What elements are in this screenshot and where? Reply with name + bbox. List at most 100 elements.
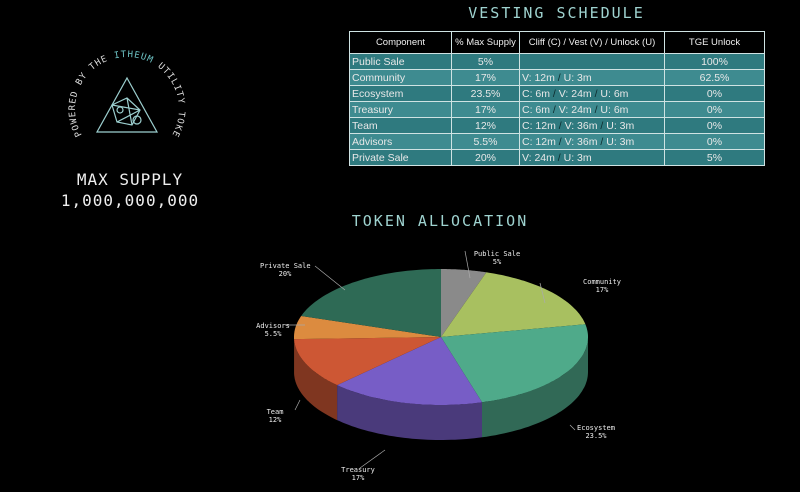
pie-slice-ecosystem	[441, 324, 588, 403]
table-row: Team 12% C: 12m / V: 36m / U: 3m 0%	[349, 117, 765, 134]
separator: /	[554, 71, 564, 84]
pie-label-name: Public Sale	[473, 250, 521, 258]
schedule-part: C: 6m	[522, 87, 551, 100]
cell-schedule: V: 24m / U: 3m	[519, 149, 665, 166]
triangle-network-icon	[95, 76, 159, 133]
schedule-part: V: 24m	[522, 151, 555, 164]
schedule-part: C: 6m	[522, 103, 551, 116]
leader-line	[569, 424, 576, 431]
leader-line	[294, 399, 301, 411]
schedule-part: V: 36m	[564, 135, 598, 148]
pie-label-name: Ecosystem	[577, 424, 615, 432]
schedule-part: C: 12m	[522, 119, 556, 132]
cell-tge: 5%	[664, 149, 765, 166]
cell-pct: 20%	[451, 149, 520, 166]
header-pct: % Max Supply	[451, 31, 520, 54]
pie-slice-side-treasury	[337, 385, 482, 440]
cell-component: Private Sale	[349, 149, 452, 166]
pie-label-value: 17%	[595, 286, 609, 294]
header-tge: TGE Unlock	[664, 31, 765, 54]
cell-schedule: C: 6m / V: 24m / U: 6m	[519, 101, 665, 118]
pie-slice-private-sale	[301, 269, 441, 337]
cell-pct: 12%	[451, 117, 520, 134]
cell-schedule: V: 12m / U: 3m	[519, 69, 665, 86]
pie-label-value: 17%	[351, 474, 365, 482]
pie-slice-advisors	[294, 316, 441, 340]
separator: /	[597, 135, 607, 148]
table-header-row: Component % Max Supply Cliff (C) / Vest …	[349, 31, 765, 54]
vesting-schedule-title: VESTING SCHEDULE	[468, 4, 645, 22]
pie-label-name: Team	[266, 408, 284, 416]
cell-tge: 0%	[664, 85, 765, 102]
pie-label-value: 23.5%	[585, 432, 607, 440]
token-allocation-title: TOKEN ALLOCATION	[351, 212, 529, 230]
schedule-part: C: 12m	[522, 135, 556, 148]
cell-tge: 100%	[664, 53, 765, 70]
separator: /	[554, 151, 564, 164]
separator: /	[550, 103, 559, 116]
max-supply-value: 1,000,000,000	[60, 191, 200, 210]
pie-slice-treasury	[337, 337, 482, 405]
pie-label-name: Community	[583, 278, 621, 286]
pie-slice-public-sale	[441, 269, 487, 337]
cell-component: Team	[349, 117, 452, 134]
separator: /	[597, 119, 607, 132]
schedule-part: U: 3m	[606, 135, 635, 148]
schedule-part: V: 12m	[522, 71, 555, 84]
cell-component: Advisors	[349, 133, 452, 150]
max-supply-label: MAX SUPPLY	[76, 170, 184, 189]
cell-tge: 62.5%	[664, 69, 765, 86]
pie-slice-community	[441, 272, 586, 337]
separator: /	[591, 87, 601, 100]
pie-label-name: Treasury	[341, 466, 375, 474]
leader-line	[314, 265, 346, 291]
cell-schedule: C: 12m / V: 36m / U: 3m	[519, 133, 665, 150]
pie-slice-team	[294, 337, 441, 386]
pie-slice-side-team	[294, 339, 338, 421]
separator: /	[550, 87, 559, 100]
pie-label: Public Sale 5%	[472, 250, 522, 266]
cell-component: Public Sale	[349, 53, 452, 70]
leader-line	[359, 449, 386, 469]
pie-label: Advisors 5.5%	[248, 322, 298, 338]
pie-slice-side-ecosystem	[482, 337, 588, 438]
cell-component: Treasury	[349, 101, 452, 118]
pie-label: Treasury 17%	[333, 466, 383, 482]
vesting-table: Component % Max Supply Cliff (C) / Vest …	[349, 31, 765, 166]
schedule-part: U: 3m	[563, 151, 592, 164]
cell-schedule: C: 12m / V: 36m / U: 3m	[519, 117, 665, 134]
schedule-part: V: 36m	[564, 119, 598, 132]
itheum-logo: POWERED BY THE ITHEUM UTILITY TOKEN	[62, 40, 185, 139]
table-row: Advisors 5.5% C: 12m / V: 36m / U: 3m 0%	[349, 133, 765, 150]
cell-component: Ecosystem	[349, 85, 452, 102]
schedule-part: U: 6m	[600, 87, 629, 100]
pie-label-value: 20%	[278, 270, 292, 278]
pie-label: Private Sale 20%	[260, 262, 311, 278]
table-row: Ecosystem 23.5% C: 6m / V: 24m / U: 6m 0%	[349, 85, 765, 102]
separator: /	[591, 103, 601, 116]
schedule-part: U: 6m	[600, 103, 629, 116]
table-row: Private Sale 20% V: 24m / U: 3m 5%	[349, 149, 765, 166]
pie-label-value: 12%	[268, 416, 282, 424]
separator: /	[555, 135, 565, 148]
cell-pct: 5%	[451, 53, 520, 70]
separator: /	[555, 119, 565, 132]
schedule-part: V: 24m	[558, 103, 592, 116]
leader-line	[539, 282, 546, 304]
pie-label: Community 17%	[577, 278, 627, 294]
cell-pct: 23.5%	[451, 85, 520, 102]
table-row: Public Sale 5% 100%	[349, 53, 765, 70]
schedule-part: U: 3m	[563, 71, 592, 84]
schedule-part: V: 24m	[558, 87, 592, 100]
pie-label-name: Advisors	[256, 322, 290, 330]
pie-label: Ecosystem 23.5%	[571, 424, 621, 440]
pie-label-name: Private Sale	[260, 262, 311, 270]
pie-label-value: 5%	[492, 258, 502, 266]
schedule-part: U: 3m	[606, 119, 635, 132]
cell-schedule: C: 6m / V: 24m / U: 6m	[519, 85, 665, 102]
pie-label: Team 12%	[250, 408, 300, 424]
cell-schedule	[519, 53, 665, 70]
pie-label-value: 5.5%	[264, 330, 282, 338]
leader-line	[464, 250, 471, 279]
